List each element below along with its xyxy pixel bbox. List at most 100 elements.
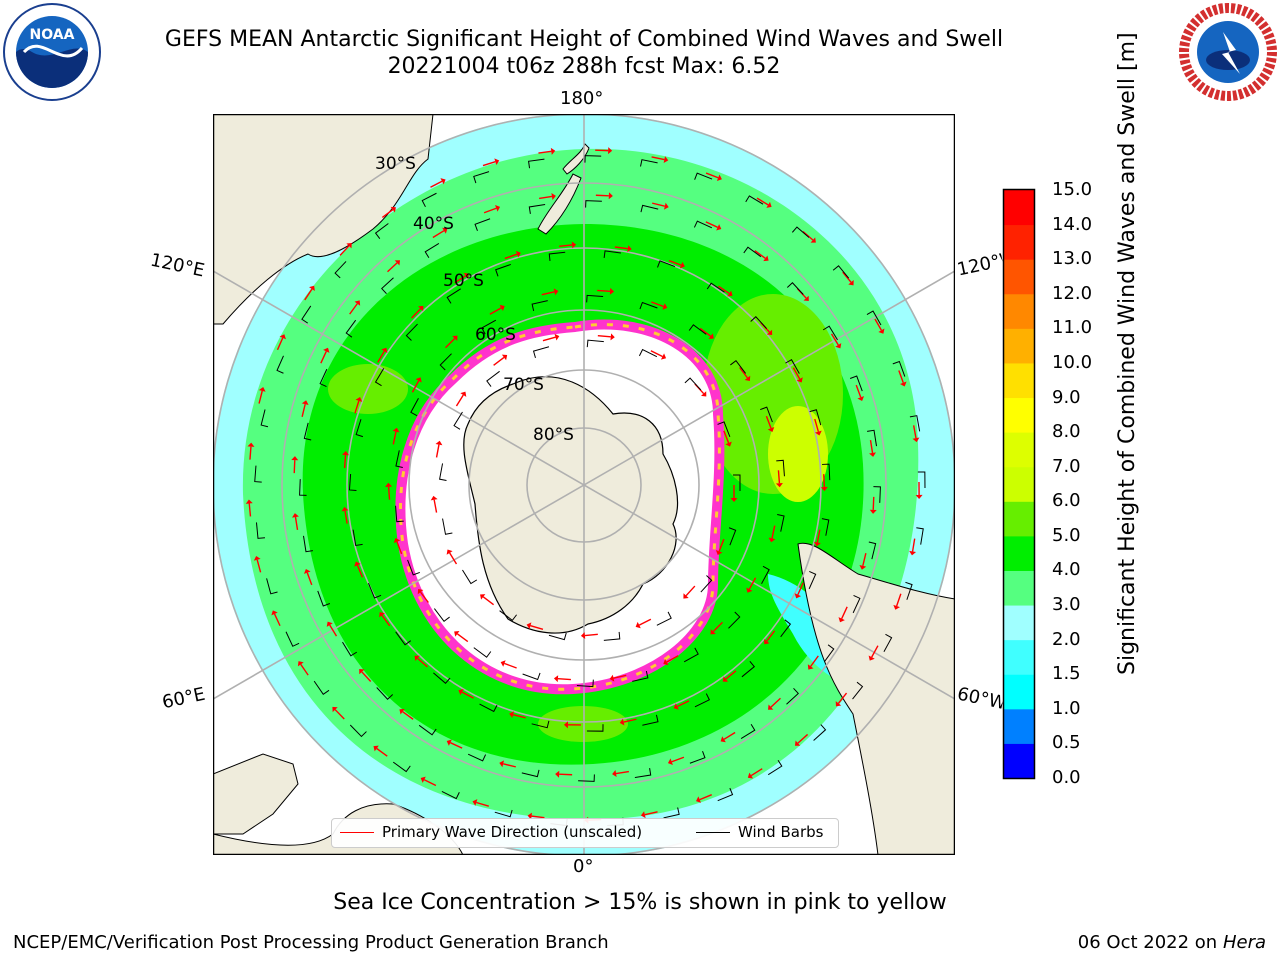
wave-arrow: [705, 221, 718, 228]
wave-arrow: [423, 779, 437, 787]
wind-barb: [395, 631, 412, 646]
wave-arrowhead: [495, 204, 501, 212]
wave-arrowhead: [247, 442, 255, 447]
wave-arrowhead: [609, 287, 615, 295]
wave-arrow: [304, 288, 313, 301]
wave-arrow: [855, 384, 862, 398]
wave-arrow: [503, 763, 516, 768]
wind-barb: [439, 463, 447, 481]
wave-arrow: [377, 350, 385, 363]
wind-barb: [467, 753, 487, 762]
wind-barb: [584, 155, 602, 163]
wind-barb: [255, 522, 265, 539]
wind-barb: [424, 243, 440, 259]
wave-arrow: [450, 742, 463, 749]
wind-barb: [808, 570, 817, 590]
wave-arrowhead: [420, 776, 426, 783]
wind-barb: [433, 672, 451, 685]
wave-arrowhead: [446, 549, 453, 555]
wave-arrow: [830, 333, 839, 346]
colorbar-segment: [1004, 259, 1034, 295]
wave-arrow: [349, 303, 358, 315]
wave-arrow: [411, 380, 420, 393]
footer-right: 06 Oct 2022 on Hera: [1078, 932, 1266, 953]
wind-barb: [531, 720, 550, 729]
wind-barb: [867, 429, 877, 447]
wave-arrowhead: [667, 758, 673, 766]
wave-arrowhead: [355, 397, 363, 402]
australia-land: [213, 114, 434, 325]
wind-barb: [603, 631, 621, 641]
wave-arrowhead: [857, 396, 865, 402]
wave-arrow: [461, 691, 474, 699]
wind-barb: [342, 641, 358, 657]
wind-barb: [421, 192, 437, 208]
wave-arrow: [320, 351, 327, 364]
wave-arrowhead: [848, 280, 854, 286]
colorbar-tick: 13.0: [1052, 248, 1093, 270]
wave-arrowhead: [763, 638, 770, 645]
colorbar-segment: [1004, 224, 1034, 260]
wind-barb: [586, 294, 604, 303]
wave-arrowhead: [744, 375, 751, 382]
wave-arrowhead: [554, 333, 560, 341]
colorbar-segment: [1004, 743, 1034, 779]
wind-barb: [522, 672, 541, 681]
wave-arrowhead: [555, 770, 560, 778]
wave-arrow: [898, 370, 904, 383]
colorbar-segment: [1004, 190, 1034, 226]
wave-arrow: [869, 440, 874, 454]
wave-arrowhead: [807, 664, 814, 670]
wave-arrow: [512, 713, 526, 719]
wave-arrow: [559, 244, 573, 247]
wind-barb: [663, 807, 680, 819]
wave-arrow: [685, 585, 696, 597]
wave-arrow: [797, 733, 809, 744]
wave-arrow: [874, 318, 883, 331]
wave-arrow: [306, 572, 313, 586]
wave-arrowhead: [899, 381, 907, 387]
wave-arrow: [750, 768, 763, 777]
wind-barb: [693, 220, 713, 229]
wind-barb: [743, 246, 762, 258]
noaa-logo-text: NOAA: [30, 27, 75, 43]
wave-arrowhead: [501, 354, 508, 361]
wave-arrowhead: [730, 498, 738, 502]
wind-barb: [684, 377, 702, 391]
map-panel: 30°S 40°S 50°S 60°S 70°S 80°S: [212, 113, 956, 856]
colorbar-segment: [1004, 639, 1034, 675]
wind-barb: [528, 204, 546, 214]
wave-arrow: [699, 794, 712, 801]
wave-arrowhead: [794, 740, 801, 746]
colorbar: [1002, 188, 1036, 780]
wave-arrowhead: [612, 770, 617, 777]
wave-arrow: [483, 207, 497, 214]
wind-barb: [741, 660, 756, 678]
wave-arrowhead: [912, 437, 920, 443]
wave-arrow: [644, 811, 658, 816]
wave-arrow: [797, 582, 804, 596]
wave-arrow: [456, 633, 469, 643]
wind-barb: [916, 527, 924, 545]
wave-arrow: [814, 418, 820, 432]
wave-arrow: [249, 446, 252, 460]
wave-arrowhead: [373, 745, 379, 752]
wave-arrow: [376, 747, 388, 757]
wave-arrowhead: [326, 621, 333, 627]
wave-arrow: [334, 709, 345, 720]
wind-barb: [823, 644, 835, 663]
wave-arrowhead: [662, 303, 668, 310]
wave-arrowhead: [768, 537, 776, 543]
wave-arrowhead: [710, 629, 716, 635]
wind-barb: [548, 251, 566, 261]
wave-arrow: [504, 253, 518, 260]
wave-arrowhead: [332, 706, 338, 713]
wave-arrow: [613, 674, 627, 679]
wave-arrowhead: [394, 260, 401, 266]
wind-barb: [521, 769, 540, 778]
colorbar-tick: 0.0: [1052, 767, 1081, 788]
wave-arrowhead: [571, 241, 577, 249]
wave-arrowhead: [279, 334, 286, 340]
wind-barb: [733, 474, 741, 491]
lon-label-180: 180°: [560, 88, 604, 109]
